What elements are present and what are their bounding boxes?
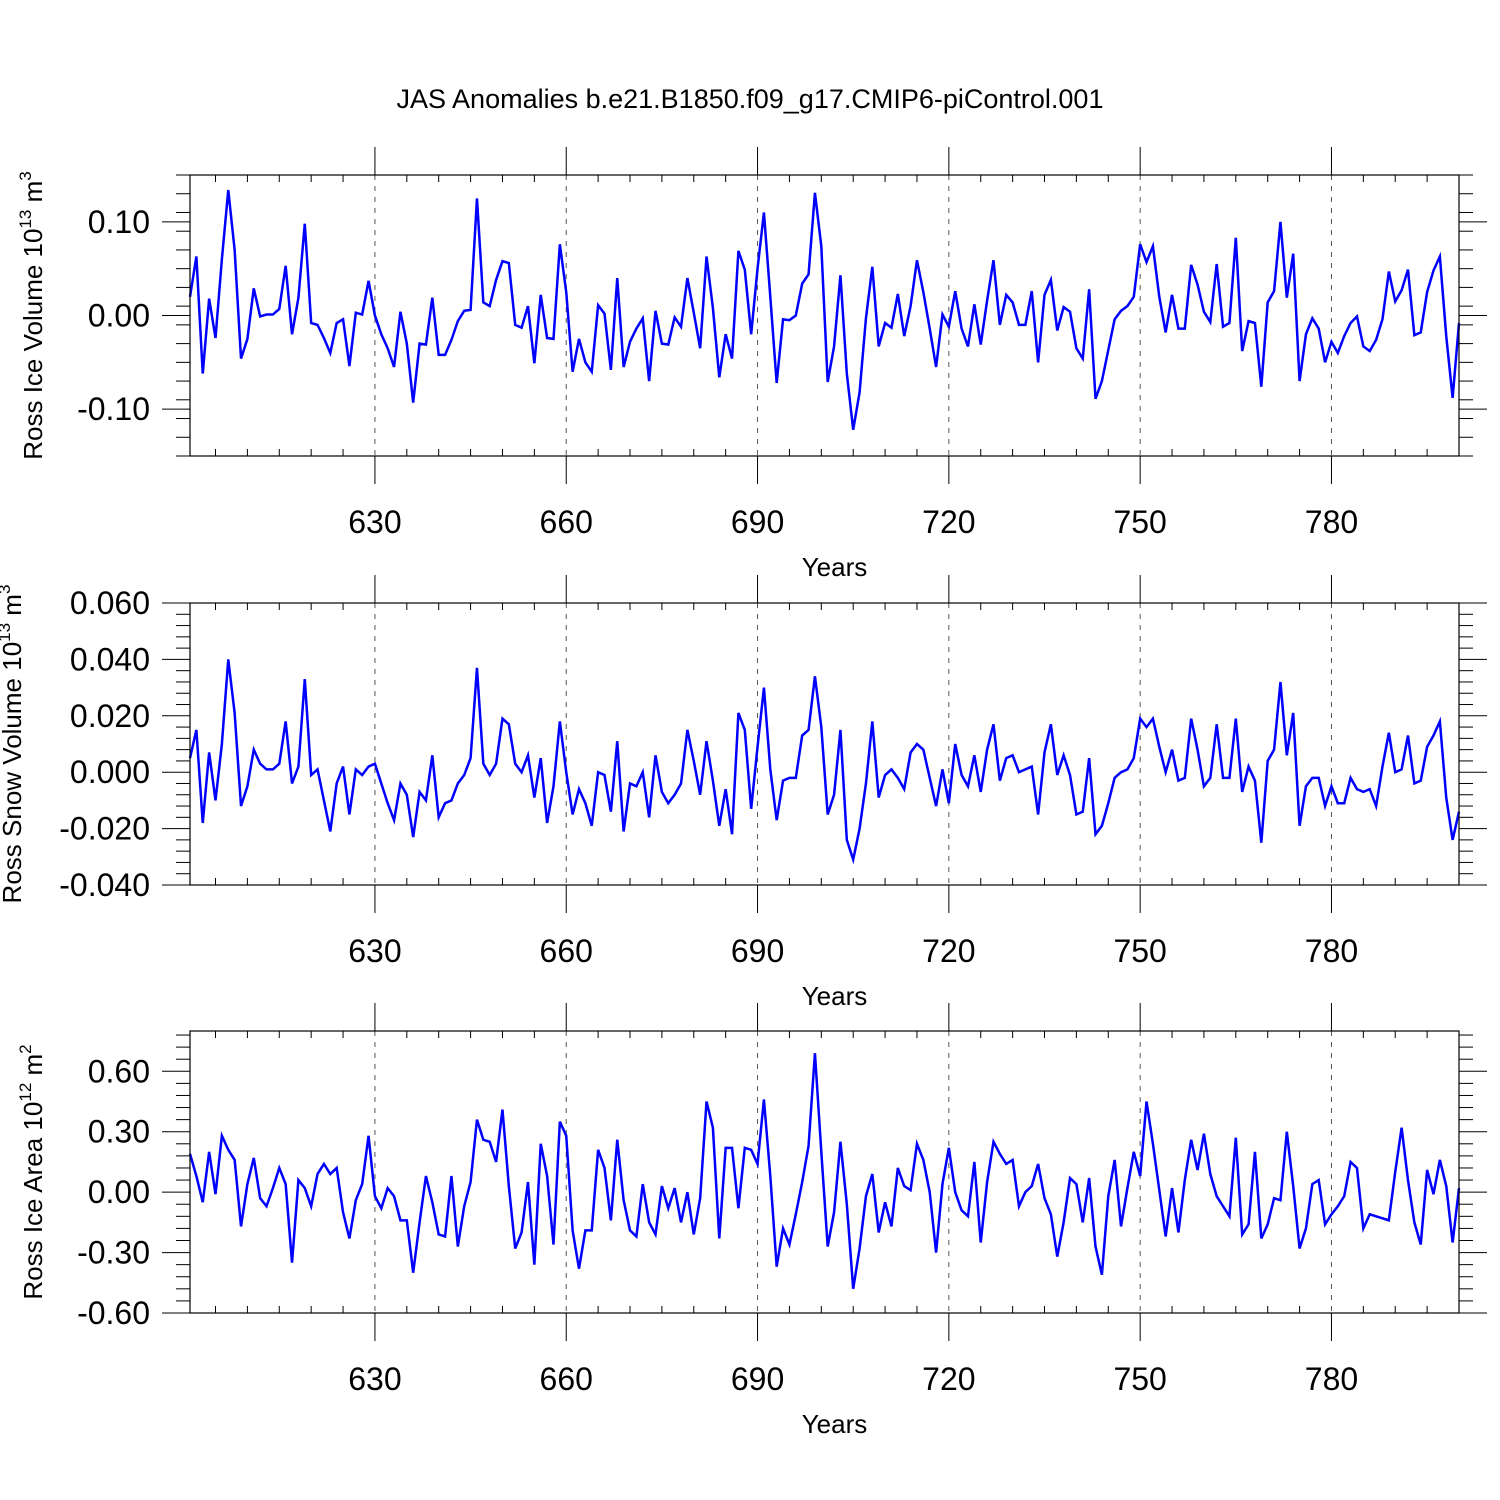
x-tick-label: 690 xyxy=(731,933,784,969)
y-tick-label: 0.60 xyxy=(88,1053,150,1089)
x-tick-label: 630 xyxy=(348,504,401,540)
x-tick-label: 780 xyxy=(1305,933,1358,969)
y-tick-label: -0.60 xyxy=(77,1295,150,1331)
x-tick-label: 690 xyxy=(731,504,784,540)
x-tick-label: 630 xyxy=(348,1361,401,1397)
series-line xyxy=(188,659,1461,865)
panel-3: 630 660 690 720 750 780 -0.60 -0.30 0.00 0.30 0.60… xyxy=(16,1003,1487,1439)
series-line xyxy=(188,189,1461,430)
plot-frame xyxy=(189,1030,1460,1314)
x-axis-label: Years xyxy=(802,1409,868,1439)
x-tick-label: 630 xyxy=(348,933,401,969)
y-tick-label: 0.30 xyxy=(88,1114,150,1150)
y-tick-label: -0.10 xyxy=(77,391,150,427)
y-axis-label: Ross Snow Volume 1013 m3 xyxy=(0,585,27,904)
y-tick-label: -0.30 xyxy=(77,1235,150,1271)
plot-frame xyxy=(189,174,1460,457)
y-tick-label: 0.060 xyxy=(70,585,150,621)
x-tick-label: 720 xyxy=(922,504,975,540)
y-tick-label: -0.020 xyxy=(59,811,150,847)
x-tick-label: 780 xyxy=(1305,1361,1358,1397)
y-tick-label: 0.040 xyxy=(70,641,150,677)
x-tick-label: 660 xyxy=(540,504,593,540)
x-tick-label: 750 xyxy=(1113,1361,1166,1397)
panel-2: 630 660 690 720 750 780 -0.040 -0.020 0.000 0.020… xyxy=(0,575,1487,1011)
y-axis-label: Ross Ice Volume 1013 m3 xyxy=(16,171,48,460)
series-line xyxy=(188,1053,1461,1290)
y-tick-label: -0.040 xyxy=(59,867,150,903)
plot-frame xyxy=(189,602,1460,886)
x-tick-label: 690 xyxy=(731,1361,784,1397)
panel-1: 630 660 690 720 750 780 -0.10 0.00 0.10 Years Ross… xyxy=(16,147,1487,582)
y-tick-label: 0.020 xyxy=(70,698,150,734)
x-tick-label: 660 xyxy=(540,933,593,969)
y-tick-label: 0.000 xyxy=(70,754,150,790)
y-tick-label: 0.00 xyxy=(88,1174,150,1210)
y-tick-label: 0.10 xyxy=(88,204,150,240)
x-axis-label: Years xyxy=(802,981,868,1011)
x-tick-label: 780 xyxy=(1305,504,1358,540)
x-tick-label: 660 xyxy=(540,1361,593,1397)
y-tick-label: 0.00 xyxy=(88,298,150,334)
x-tick-label: 720 xyxy=(922,933,975,969)
chart-title: JAS Anomalies b.e21.B1850.f09_g17.CMIP6-… xyxy=(396,84,1104,114)
x-tick-label: 720 xyxy=(922,1361,975,1397)
y-axis-label: Ross Ice Area 1012 m2 xyxy=(16,1044,48,1299)
x-axis-label: Years xyxy=(802,552,868,582)
x-tick-label: 750 xyxy=(1113,933,1166,969)
x-tick-label: 750 xyxy=(1113,504,1166,540)
